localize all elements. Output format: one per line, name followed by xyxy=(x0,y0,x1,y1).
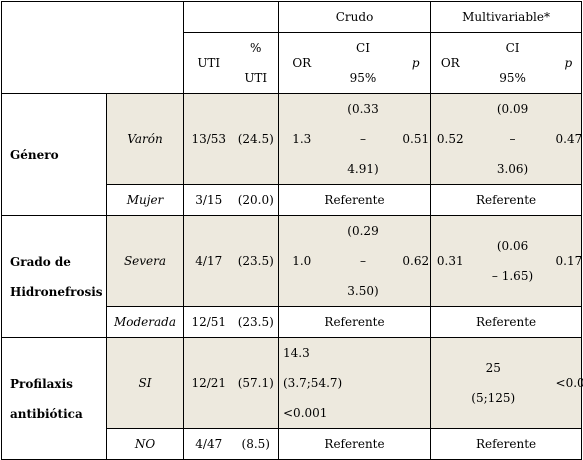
header-empty xyxy=(1,1,184,94)
label-severa: Severa xyxy=(106,215,184,307)
header-uti: UTI xyxy=(183,32,234,94)
no-multi: Referente xyxy=(430,428,583,460)
si-m-p: <0.001 xyxy=(555,337,583,429)
si-multi: 25 (5;125) xyxy=(430,337,556,429)
severa-m-p: 0.17 xyxy=(555,215,582,307)
varon-pct: (24.5) xyxy=(233,93,279,185)
group-profilaxis: Profilaxis antibiótica xyxy=(1,337,107,460)
header-m-p: p xyxy=(555,32,583,94)
varon-uti: 13/53 xyxy=(183,93,234,185)
severa-p: 0.62 xyxy=(401,215,432,307)
mujer-multi: Referente xyxy=(430,184,583,216)
varon-m-ci: (0.09–3.06) xyxy=(469,93,556,185)
header-multivariable: Multivariable* xyxy=(430,1,583,33)
severa-m-or: 0.31 xyxy=(430,215,470,307)
group-genero: Género xyxy=(1,93,107,216)
si-pct: (57.1) xyxy=(233,337,279,429)
severa-or: 1.0 xyxy=(278,215,325,307)
label-mujer: Mujer xyxy=(106,184,184,216)
si-uti: 12/21 xyxy=(183,337,234,429)
header-m-or: OR xyxy=(430,32,470,94)
group-grado: Grado de Hidronefrosis xyxy=(1,215,107,338)
header-or: OR xyxy=(278,32,325,94)
severa-ci: (0.29–3.50) xyxy=(324,215,402,307)
no-crudo: Referente xyxy=(277,428,432,460)
moderada-uti: 12/51 xyxy=(183,306,234,338)
moderada-pct: (23.5) xyxy=(233,306,279,338)
label-no: NO xyxy=(106,428,184,460)
label-varon: Varón xyxy=(106,93,184,185)
varon-ci: (0.33–4.91) xyxy=(324,93,402,185)
moderada-multi: Referente xyxy=(430,306,583,338)
moderada-crudo: Referente xyxy=(277,306,432,338)
mujer-pct: (20.0) xyxy=(233,184,279,216)
varon-or: 1.3 xyxy=(278,93,325,185)
label-si: SI xyxy=(106,337,184,429)
si-crudo: 14.3 (3.7;54.7) <0.001 xyxy=(277,337,432,429)
header-m-ci: CI 95% xyxy=(469,32,556,94)
header-crudo: Crudo xyxy=(277,1,432,33)
mujer-uti: 3/15 xyxy=(183,184,234,216)
severa-m-ci: (0.06– 1.65) xyxy=(469,215,556,307)
header-empty-2 xyxy=(183,1,279,33)
no-pct: (8.5) xyxy=(233,428,279,460)
varon-p: 0.51 xyxy=(401,93,432,185)
header-p: p xyxy=(401,32,432,94)
header-ci: CI 95% xyxy=(324,32,402,94)
mujer-crudo: Referente xyxy=(277,184,432,216)
no-uti: 4/47 xyxy=(183,428,234,460)
severa-pct: (23.5) xyxy=(233,215,279,307)
varon-m-or: 0.52 xyxy=(430,93,470,185)
varon-m-p: 0.47 xyxy=(555,93,582,185)
severa-uti: 4/17 xyxy=(183,215,234,307)
label-moderada: Moderada xyxy=(106,306,184,338)
header-pct-uti: % UTI xyxy=(233,32,279,94)
